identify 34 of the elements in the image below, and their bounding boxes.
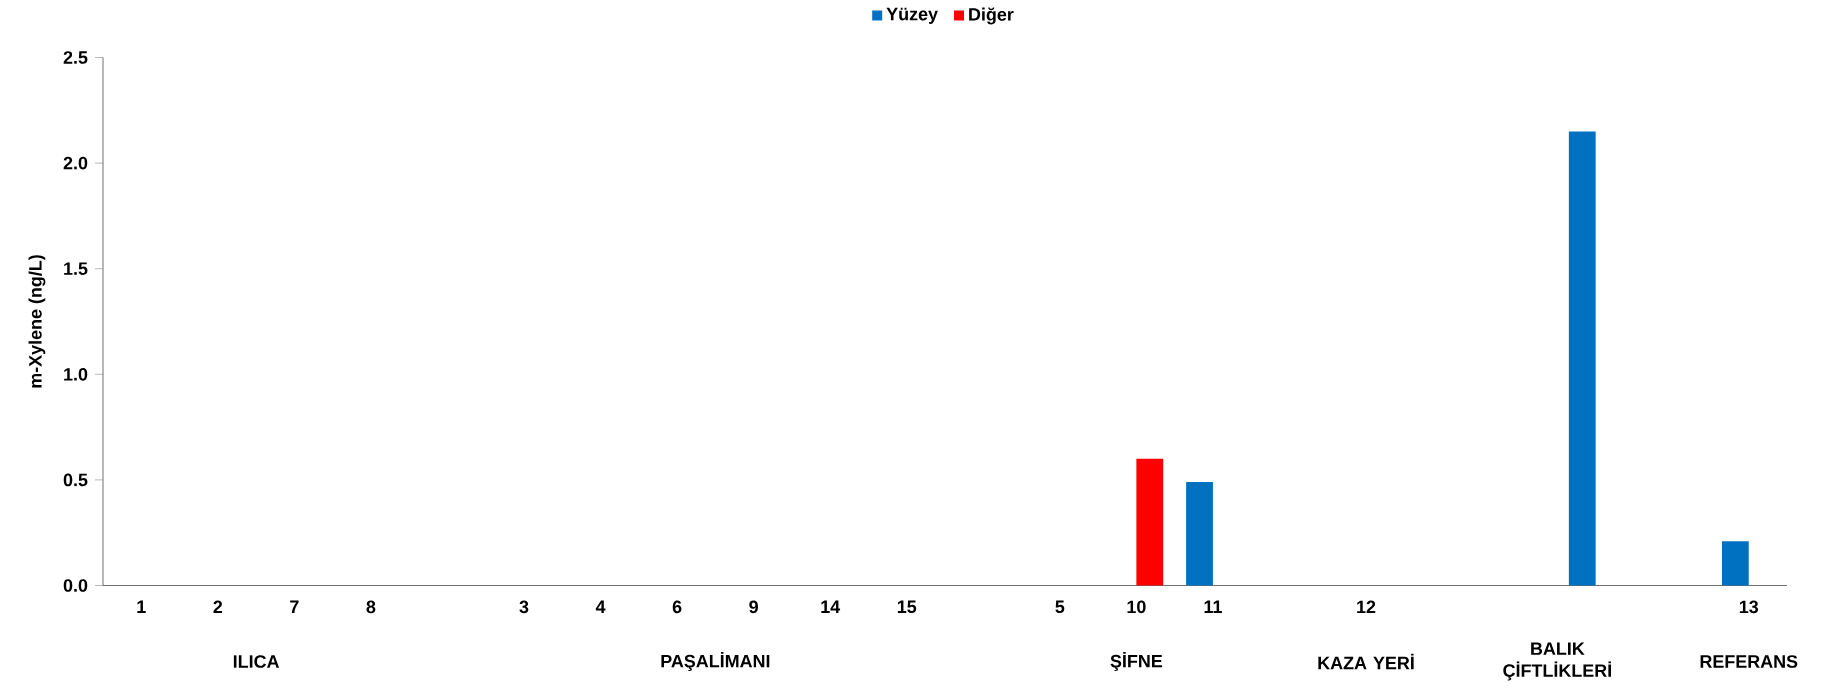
bar [1721, 541, 1749, 586]
text: BALIK ÇİFTLİKLERİ [1503, 642, 1611, 681]
x-tick-label: 10 [1127, 600, 1146, 614]
x-tick-label: 14 [821, 600, 841, 613]
x-tick-label: 5 [1055, 600, 1065, 614]
text: ŞİFNE [1110, 651, 1163, 672]
x-tick-label: 6 [672, 600, 682, 614]
bar [1136, 458, 1164, 586]
text: KAZA YERİ [1318, 653, 1414, 670]
y-axis-title: m-Xylene (ng/L) [28, 255, 46, 388]
text: ILICA [233, 655, 280, 668]
y-tick-label: 0.0 [63, 579, 88, 592]
text: PAŞALİMANI [661, 651, 770, 672]
x-tick-label: 11 [1204, 600, 1222, 613]
text: REFERANS [1700, 655, 1798, 668]
x-tick-label: 9 [749, 600, 758, 614]
y-tick-label: 0.5 [63, 473, 88, 487]
y-tick-label: 2.0 [63, 156, 88, 170]
y-tick-label: 1.0 [64, 367, 88, 381]
x-tick-label: 12 [1357, 600, 1376, 614]
legend-label: Yüzey [886, 7, 938, 24]
legend-label: Diğer [969, 7, 1014, 25]
x-tick-label: 7 [290, 600, 299, 613]
x-tick-label: 15 [897, 600, 917, 614]
x-tick-label: 1 [137, 600, 146, 613]
x-tick-label: 13 [1739, 600, 1759, 614]
bar [1186, 482, 1213, 586]
y-tick-label: 1.5 [64, 262, 88, 275]
y-tick-label: 2.5 [63, 51, 88, 64]
x-tick-label: 4 [595, 600, 606, 613]
x-tick-label: 8 [366, 600, 376, 614]
x-tick-label: 3 [519, 600, 529, 614]
bar [1568, 131, 1596, 586]
x-tick-label: 2 [213, 600, 223, 614]
